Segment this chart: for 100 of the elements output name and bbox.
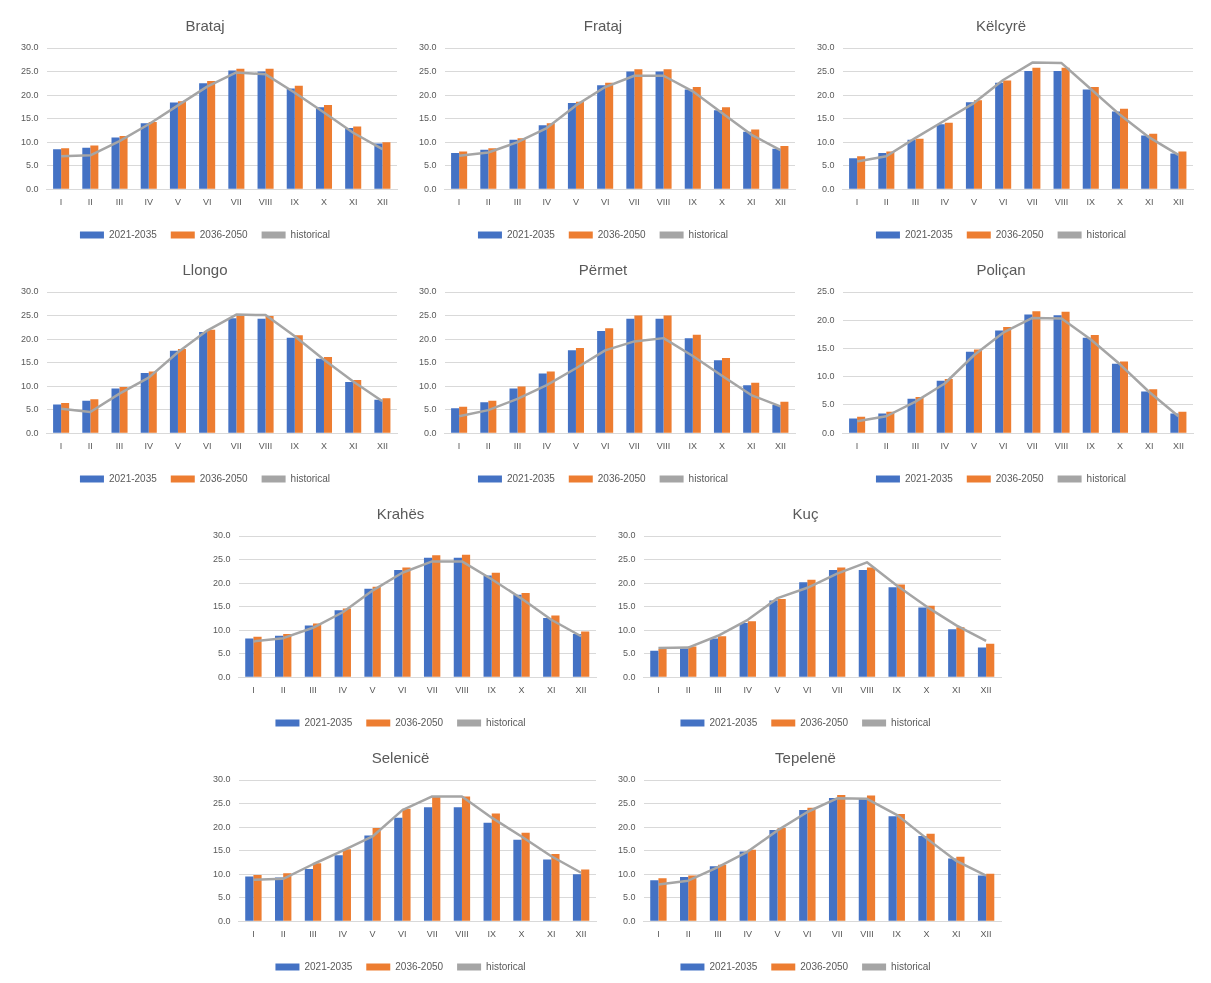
bar [739, 851, 748, 921]
chart-title: Kuç [792, 505, 819, 523]
bar [148, 371, 157, 433]
bar [985, 873, 994, 921]
bar [423, 807, 432, 921]
bar [828, 569, 837, 677]
bar [344, 128, 353, 189]
bar [81, 147, 90, 189]
x-tick-label: VI [802, 685, 812, 696]
bar [580, 869, 589, 921]
x-tick-label: VII [628, 197, 640, 208]
bar [461, 554, 470, 677]
bar [1002, 327, 1011, 433]
bar [1090, 334, 1099, 433]
y-tick-label: 5.0 [423, 404, 437, 415]
x-tick-label: III [115, 197, 123, 208]
legend-label: 2021-2035 [708, 960, 758, 972]
y-tick-label: 20.0 [418, 333, 437, 344]
bar [1023, 314, 1032, 433]
bar [517, 386, 526, 433]
legend-label: 2021-2035 [108, 228, 157, 240]
bar [1177, 411, 1186, 433]
bar [1053, 71, 1062, 189]
bar [546, 123, 555, 189]
x-tick-label: XII [376, 197, 388, 208]
bar [771, 404, 780, 433]
bar [567, 350, 576, 433]
bar [521, 592, 530, 677]
bar [89, 399, 98, 433]
x-tick-label: I [656, 685, 660, 696]
x-tick-label: I [457, 197, 460, 208]
bar [888, 587, 897, 677]
x-tick-label: II [883, 197, 889, 208]
bar [777, 599, 786, 677]
bar [721, 107, 730, 189]
bar [936, 124, 945, 189]
y-tick-label: 5.0 [821, 399, 835, 410]
bar [1169, 413, 1178, 433]
x-tick-label: V [774, 685, 781, 696]
bar [401, 567, 411, 677]
bar [771, 148, 780, 189]
bar [294, 85, 303, 189]
bar [304, 625, 313, 677]
bar [692, 334, 701, 433]
bar [977, 875, 986, 921]
x-tick-label: XI [1144, 197, 1153, 208]
bar [944, 378, 953, 433]
y-tick-label: 0.0 [217, 915, 231, 926]
y-tick-label: 20.0 [816, 314, 835, 325]
x-tick-label: VII [831, 929, 843, 940]
bar [1119, 108, 1128, 189]
x-tick-label: VIII [656, 441, 670, 452]
x-tick-label: V [174, 197, 181, 208]
y-tick-label: 0.0 [821, 427, 835, 438]
legend-label: historical [485, 716, 526, 728]
y-tick-label: 20.0 [212, 577, 231, 588]
bar [877, 152, 886, 189]
bar [1148, 389, 1157, 433]
y-tick-label: 20.0 [20, 89, 39, 100]
y-tick-label: 25.0 [418, 66, 437, 77]
legend-label: 2021-2035 [303, 960, 353, 972]
bar [936, 380, 945, 433]
bar [342, 849, 351, 921]
bar [985, 643, 994, 677]
x-tick-label: III [308, 685, 317, 696]
bar [1140, 391, 1149, 433]
bar [431, 796, 440, 921]
bar [779, 401, 788, 433]
x-tick-label: V [774, 929, 781, 940]
y-tick-label: 10.0 [20, 136, 39, 147]
bar [896, 813, 905, 921]
bar [140, 123, 149, 189]
bar [509, 139, 518, 189]
bar [1111, 111, 1120, 189]
bar [244, 876, 253, 921]
y-tick-label: 20.0 [617, 821, 636, 832]
x-tick-label: III [713, 685, 722, 696]
bar [538, 373, 547, 433]
x-tick-label: III [308, 929, 317, 940]
bar [111, 137, 120, 189]
bar [663, 315, 672, 433]
x-tick-label: X [320, 197, 327, 208]
bar [372, 586, 381, 677]
x-tick-label: IV [541, 441, 551, 452]
bar [721, 357, 730, 433]
x-tick-label: IX [1086, 197, 1095, 208]
bar [198, 332, 207, 433]
bar [858, 798, 867, 921]
x-tick-label: IV [939, 197, 949, 208]
bar [1148, 133, 1157, 189]
bar [244, 638, 253, 677]
x-tick-label: XII [1172, 197, 1184, 208]
x-tick-label: VIII [859, 685, 874, 696]
bar [657, 878, 667, 921]
bar [1169, 153, 1178, 189]
legend-label: 2021-2035 [708, 716, 758, 728]
x-tick-label: V [572, 441, 579, 452]
bar [687, 646, 696, 677]
x-tick-label: VI [202, 441, 211, 452]
legend-label: 2021-2035 [506, 472, 555, 484]
